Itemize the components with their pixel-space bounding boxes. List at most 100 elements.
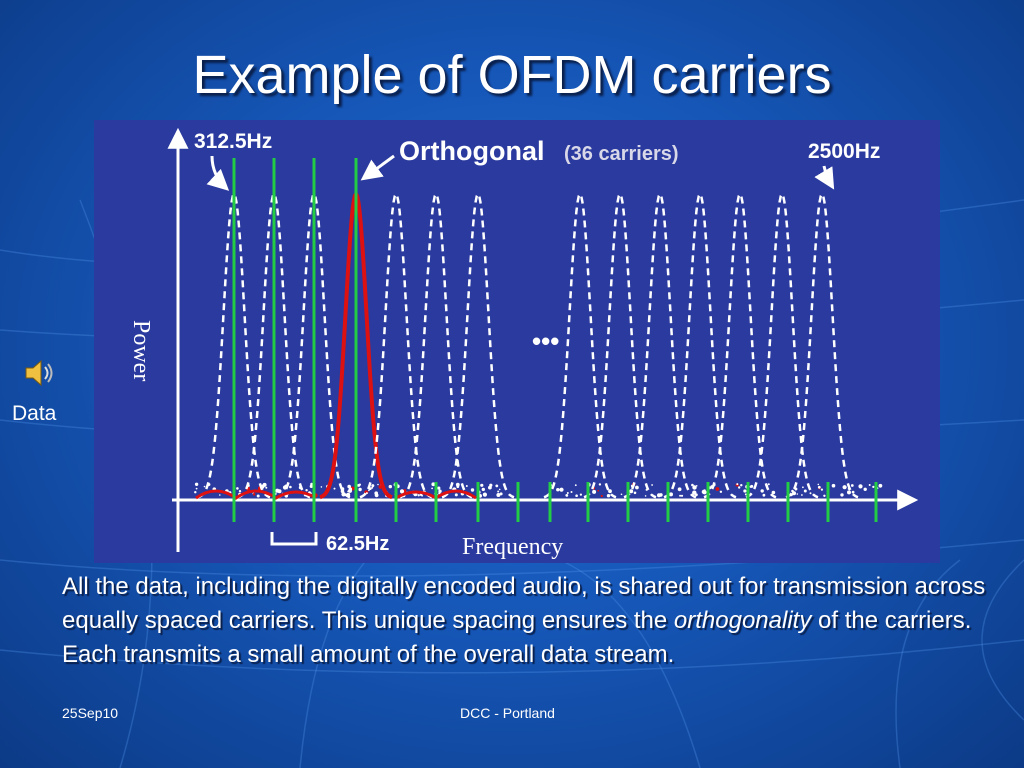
noise-dot [431,487,433,490]
noise-dot [194,491,197,494]
noise-dot [809,492,812,495]
carrier-curve [703,191,777,499]
noise-dot [305,489,308,492]
noise-dot [796,493,799,495]
noise-dot [738,486,741,489]
footer-date: 25Sep10 [62,705,119,721]
noise-dot [219,494,221,496]
noise-dot [771,490,776,495]
noise-dot [456,485,460,488]
noise-dot [358,483,361,486]
ofdm-diagram: ••• 312.5Hz Orthogonal (36 carriers) 250… [94,120,940,563]
noise-dot [791,489,794,493]
noise-dot [850,484,854,487]
noise-dot [497,490,500,493]
noise-dot [695,485,698,487]
noise-dot [760,489,764,493]
noise-dot [858,484,863,489]
noise-dot [438,489,442,493]
carrier-curve [441,191,515,499]
noise-dot [749,485,752,488]
carrier-curve [785,191,859,499]
noise-dot [559,487,564,492]
noise-dot [600,494,603,498]
noise-dot [358,487,362,492]
noise-dot [289,485,292,489]
x-axis-label: Frequency [462,534,563,560]
noise-dot [878,483,883,488]
noise-dot [470,488,475,492]
noise-dot [482,492,487,497]
noise-dot [872,485,875,488]
spacing-bracket [270,532,318,546]
noise-dot [817,483,820,486]
body-text-part1: All the data, including the digitally en… [62,573,986,634]
noise-dot [368,489,370,492]
carrier-curve [543,191,617,499]
noise-dot [454,493,458,497]
noise-dot [320,486,323,488]
carrier-curves [195,190,859,500]
noise-dot [498,488,501,491]
noise-dot [691,483,694,487]
noise-dot [194,482,199,486]
noise-dot [431,482,436,487]
noise-dot [831,483,836,488]
noise-dot [608,489,612,494]
carrier-curve [399,191,473,499]
noise-dot [868,484,871,486]
noise-dot [644,495,647,497]
noise-dot [669,492,673,497]
noise-dot [803,489,807,493]
noise-dot [692,490,697,495]
noise-dot [633,491,637,495]
label-end-frequency: 2500Hz [808,140,880,163]
noise-dot [579,493,582,496]
carrier-markers [232,158,878,522]
noise-dot [692,485,697,490]
noise-dot [680,494,684,497]
noise-dot [309,484,313,488]
noise-dot [762,493,766,497]
noise-dot [481,487,485,492]
carrier-curve [359,191,433,499]
noise-dot [574,484,577,487]
noise-dot [365,492,368,495]
noise-dot [740,484,743,487]
noise-dot [499,492,503,496]
body-text-emphasis: orthogonality [673,607,812,634]
noise-dot [620,493,623,496]
noise-dot [657,493,661,498]
noise-dot [371,486,374,489]
noise-dot [702,490,707,495]
noise-dot [348,488,352,493]
noise-dot [842,485,847,490]
carrier-curve [623,191,697,499]
noise-dot [374,493,379,498]
noise-dot [565,494,569,497]
noise-dot [265,486,268,489]
carrier-curve [197,191,271,499]
noise-dot [744,493,747,496]
noise-dot [570,491,573,493]
label-carrier-count: (36 carriers) [564,143,679,165]
noise-dot [465,485,468,487]
noise-dot [629,489,634,494]
noise-dot [388,484,392,489]
noise-dot [575,494,578,498]
highlighted-carrier-sidelobes [195,489,477,500]
noise-dot [851,490,855,494]
noise-dot [743,489,747,493]
noise-dot [333,487,336,490]
noise-dot [377,483,379,486]
label-start-frequency: 312.5Hz [194,130,272,153]
start-frequency-arrow-icon [206,155,230,191]
noise-dot [817,485,821,489]
body-text-part3: Each transmits a small amount of the ove… [62,641,675,668]
carrier-curve [237,191,311,499]
noise-dot [767,483,770,486]
carrier-curve [277,191,351,499]
speaker-icon[interactable] [22,356,56,390]
footer-event: DCC - Portland [460,705,555,721]
noise-dot [252,493,256,496]
